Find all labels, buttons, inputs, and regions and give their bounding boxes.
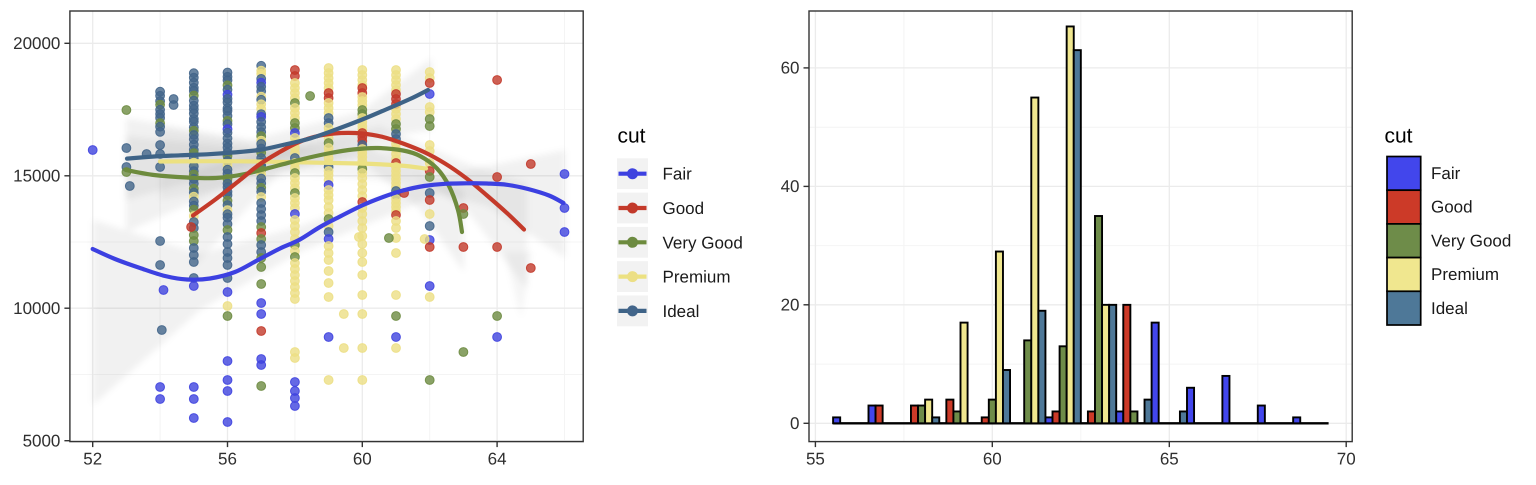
svg-text:Very Good: Very Good xyxy=(1431,231,1511,250)
svg-text:Fair: Fair xyxy=(1431,164,1461,183)
svg-text:56: 56 xyxy=(218,450,237,469)
svg-text:Good: Good xyxy=(663,199,705,218)
svg-text:40: 40 xyxy=(781,177,800,196)
svg-text:0: 0 xyxy=(790,414,799,433)
svg-text:Ideal: Ideal xyxy=(663,302,700,321)
svg-text:70: 70 xyxy=(1337,450,1356,469)
svg-text:Very Good: Very Good xyxy=(663,233,743,252)
svg-text:Premium: Premium xyxy=(1431,265,1499,284)
svg-text:20: 20 xyxy=(781,296,800,315)
svg-text:Good: Good xyxy=(1431,198,1473,217)
svg-text:65: 65 xyxy=(1160,450,1179,469)
svg-text:10000: 10000 xyxy=(13,299,60,318)
svg-text:15000: 15000 xyxy=(13,167,60,186)
svg-text:cut: cut xyxy=(1385,125,1413,148)
svg-text:52: 52 xyxy=(83,450,102,469)
svg-text:5000: 5000 xyxy=(23,432,61,451)
svg-text:Ideal: Ideal xyxy=(1431,299,1468,318)
svg-text:60: 60 xyxy=(983,450,1002,469)
svg-text:20000: 20000 xyxy=(13,34,60,53)
svg-text:Fair: Fair xyxy=(663,165,693,184)
svg-text:64: 64 xyxy=(488,450,507,469)
svg-text:60: 60 xyxy=(781,59,800,78)
svg-text:55: 55 xyxy=(806,450,825,469)
svg-text:cut: cut xyxy=(618,125,646,148)
svg-text:Premium: Premium xyxy=(663,268,731,287)
svg-text:60: 60 xyxy=(353,450,372,469)
